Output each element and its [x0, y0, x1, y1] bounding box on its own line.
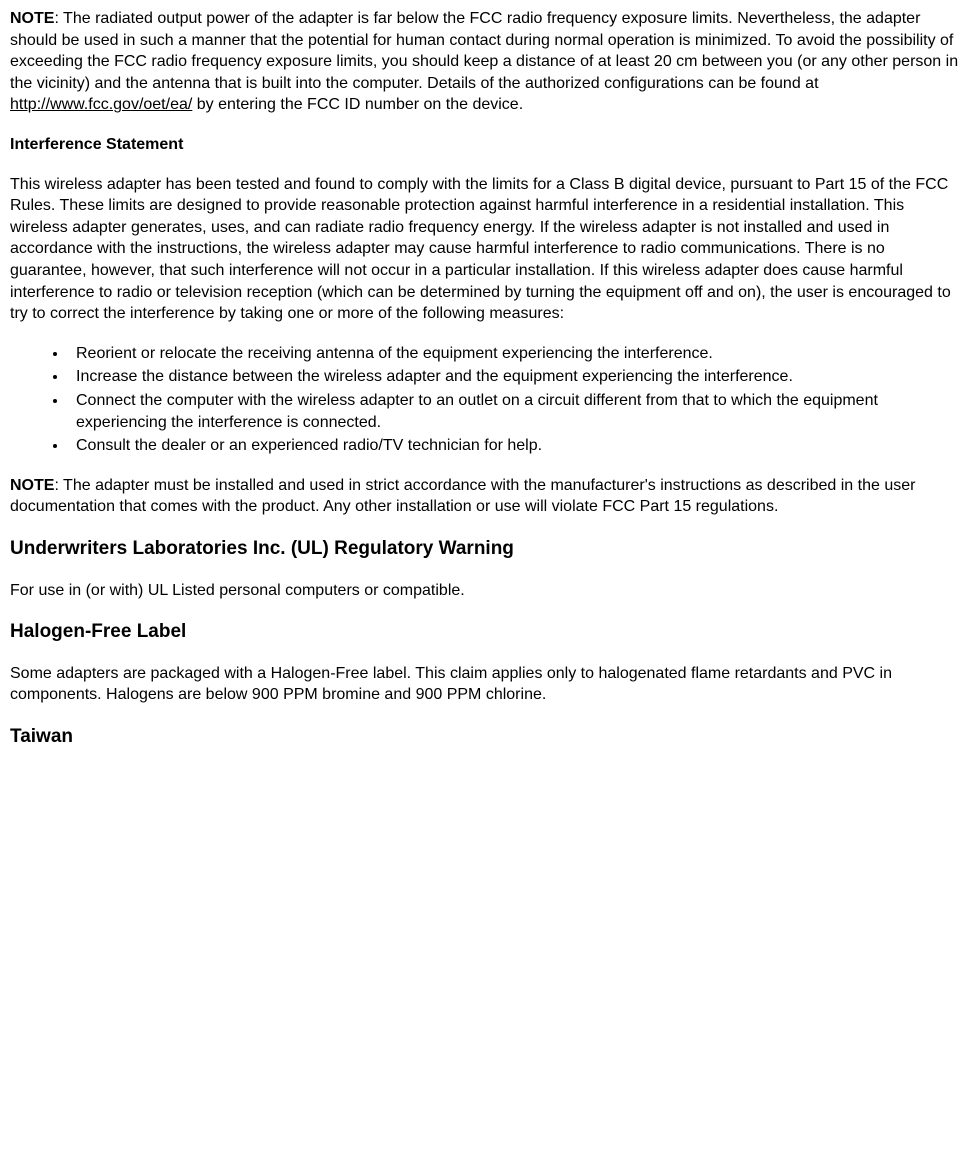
note-label: NOTE — [10, 10, 54, 27]
interference-body: This wireless adapter has been tested an… — [10, 174, 964, 325]
ul-body: For use in (or with) UL Listed personal … — [10, 580, 964, 602]
interference-heading: Interference Statement — [10, 134, 964, 156]
list-item: Reorient or relocate the receiving anten… — [68, 343, 964, 365]
note-text: : The adapter must be installed and used… — [10, 477, 915, 516]
interference-list: Reorient or relocate the receiving anten… — [10, 343, 964, 457]
fcc-link[interactable]: http://www.fcc.gov/oet/ea/ — [10, 96, 192, 113]
note-text-2: by entering the FCC ID number on the dev… — [192, 96, 523, 113]
list-item: Consult the dealer or an experienced rad… — [68, 435, 964, 457]
list-item: Increase the distance between the wirele… — [68, 366, 964, 388]
halogen-body: Some adapters are packaged with a Haloge… — [10, 663, 964, 706]
note-text-1: : The radiated output power of the adapt… — [10, 10, 958, 92]
ul-heading: Underwriters Laboratories Inc. (UL) Regu… — [10, 536, 964, 562]
taiwan-heading: Taiwan — [10, 724, 964, 750]
note-paragraph-2: NOTE: The adapter must be installed and … — [10, 475, 964, 518]
note-label: NOTE — [10, 477, 54, 494]
halogen-heading: Halogen-Free Label — [10, 619, 964, 645]
list-item: Connect the computer with the wireless a… — [68, 390, 964, 433]
note-paragraph-1: NOTE: The radiated output power of the a… — [10, 8, 964, 116]
